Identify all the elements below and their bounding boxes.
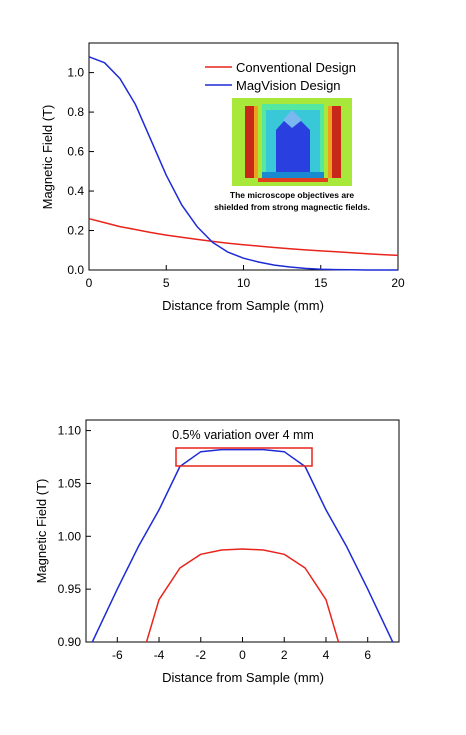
- c1-y-tick-label: 0.8: [67, 105, 84, 119]
- c1-y-tick-label: 0.0: [67, 263, 84, 277]
- c2-y-tick-label: 0.90: [58, 635, 82, 649]
- c1-x-tick-label: 0: [86, 276, 93, 290]
- chart-2-series-lines: [91, 448, 394, 643]
- inset-caption-line-1: The microscope objectives are: [230, 190, 355, 200]
- c1-series-line-1: [88, 56, 398, 271]
- c1-series-line-0: [88, 217, 399, 257]
- variation-highlight-box: [175, 447, 313, 467]
- chart-2-frame: [85, 419, 400, 643]
- chart-1-x-ticks: 0 5 10 15 20: [86, 265, 405, 290]
- c1-y-tick-label: 0.6: [67, 145, 84, 159]
- chart-1-series-lines: [88, 56, 399, 271]
- c1-x-tick-label: 10: [237, 276, 251, 290]
- c2-y-tick-label: 0.95: [58, 582, 82, 596]
- c2-x-tick-label: 6: [364, 648, 371, 662]
- c2-y-tick-label: 1.10: [58, 424, 82, 438]
- chart-2-y-ticks: 0.90 0.95 1.00 1.05 1.10: [58, 424, 91, 649]
- c2-x-tick-label: -4: [154, 648, 165, 662]
- c1-x-tick-label: 5: [163, 276, 170, 290]
- c2-y-tick-label: 1.05: [58, 476, 82, 490]
- legend-label-conventional: Conventional Design: [236, 60, 356, 75]
- c1-y-tick-label: 1.0: [67, 66, 84, 80]
- inset-field-simulation-image: [232, 98, 352, 186]
- c1-y-tick-label: 0.4: [67, 184, 84, 198]
- c2-x-tick-label: 2: [281, 648, 288, 662]
- c2-x-tick-label: -6: [112, 648, 123, 662]
- legend-label-magvision: MagVision Design: [236, 78, 341, 93]
- chart-2-x-ticks: -6 -4 -2 0 2 4 6: [112, 637, 371, 662]
- c2-series-line-1: [145, 548, 340, 643]
- chart-1: 0.0 0.2 0.4 0.6 0.8 1.0 0 5 10 15 20 Distance fro…: [40, 42, 405, 313]
- c1-x-tick-label: 20: [391, 276, 405, 290]
- chart-2: 0.90 0.95 1.00 1.05 1.10 -6 -4 -2 0 2 4 6 0.5% var…: [34, 419, 400, 685]
- c1-x-tick-label: 15: [314, 276, 328, 290]
- chart-2-x-axis-label: Distance from Sample (mm): [162, 670, 324, 685]
- c2-x-tick-label: 4: [323, 648, 330, 662]
- inset-caption-line-2: shielded from strong magnectic fields.: [214, 202, 370, 212]
- c2-x-tick-label: -2: [195, 648, 206, 662]
- c2-y-tick-label: 1.00: [58, 529, 82, 543]
- variation-annotation: 0.5% variation over 4 mm: [172, 428, 314, 442]
- c2-series-line-0: [91, 448, 394, 643]
- chart-1-y-ticks: 0.0 0.2 0.4 0.6 0.8 1.0: [67, 66, 94, 277]
- chart-1-legend: Conventional Design MagVision Design: [205, 60, 356, 93]
- chart-1-x-axis-label: Distance from Sample (mm): [162, 298, 324, 313]
- chart-1-y-axis-label: Magnetic Field (T): [40, 105, 55, 210]
- chart-2-y-axis-label: Magnetic Field (T): [34, 479, 49, 584]
- c1-y-tick-label: 0.2: [67, 224, 84, 238]
- c2-x-tick-label: 0: [239, 648, 246, 662]
